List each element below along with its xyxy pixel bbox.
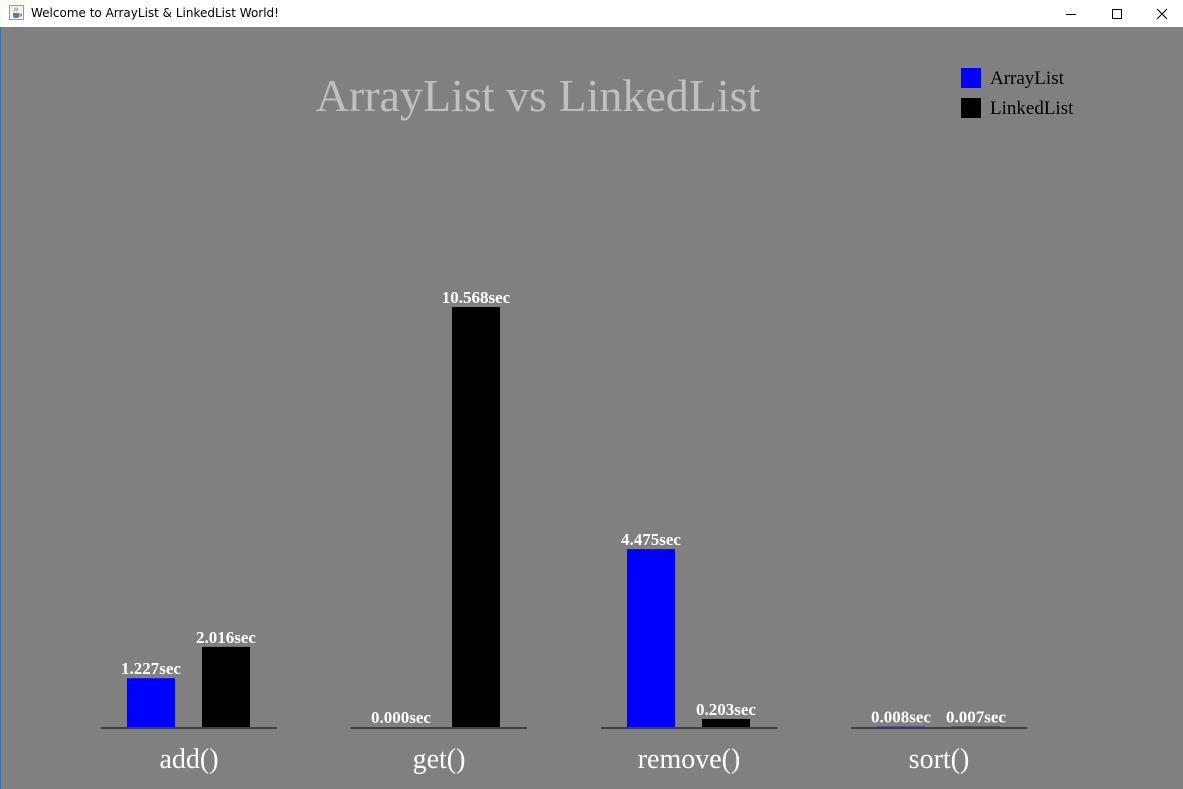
minimize-icon	[1065, 8, 1077, 20]
java-cup-icon	[9, 5, 24, 20]
maximize-button[interactable]	[1094, 0, 1140, 27]
legend-swatch-linkedlist	[961, 98, 981, 118]
category-group: 0.000sec 10.568sec get()	[351, 288, 527, 775]
bar-linkedlist	[202, 646, 250, 727]
bar-arraylist	[127, 678, 175, 727]
plot-area: 1.227sec 2.016sec add() 0.000sec 10.568sec ge…	[101, 288, 1027, 775]
category-group: 4.475sec 0.203sec remove()	[601, 530, 777, 775]
chart-panel: ArrayList vs LinkedList ArrayList LinkedL…	[0, 27, 1183, 789]
chart-title: ArrayList vs LinkedList	[316, 70, 761, 121]
legend-label: ArrayList	[990, 68, 1065, 89]
bar-linkedlist	[452, 307, 500, 727]
title-bar[interactable]: Welcome to ArrayList & LinkedList World!	[0, 0, 1183, 27]
bar-value-label: 0.000sec	[371, 708, 431, 727]
category-label: get()	[413, 744, 466, 775]
bar-value-label: 2.016sec	[196, 628, 256, 647]
bar-chart: ArrayList vs LinkedList ArrayList LinkedL…	[101, 68, 1074, 775]
window-border	[0, 27, 1, 789]
bar-arraylist	[627, 549, 675, 727]
bar-linkedlist	[702, 718, 750, 727]
category-group: 1.227sec 2.016sec add()	[101, 628, 277, 775]
legend: ArrayList LinkedList	[961, 68, 1074, 119]
bar-value-label: 1.227sec	[121, 659, 181, 678]
window-title: Welcome to ArrayList & LinkedList World!	[31, 6, 279, 20]
legend-swatch-arraylist	[961, 68, 981, 88]
maximize-icon	[1111, 8, 1123, 20]
close-icon	[1156, 8, 1168, 20]
category-label: remove()	[638, 744, 741, 775]
bar-value-label: 0.203sec	[696, 700, 756, 719]
bar-value-label: 0.007sec	[946, 708, 1006, 727]
bar-value-label: 10.568sec	[442, 288, 511, 307]
minimize-button[interactable]	[1048, 0, 1094, 27]
category-group: 0.008sec 0.007sec sort()	[851, 708, 1027, 775]
category-label: sort()	[909, 744, 970, 775]
bar-value-label: 4.475sec	[621, 530, 681, 549]
legend-label: LinkedList	[990, 98, 1074, 119]
bar-value-label: 0.008sec	[871, 708, 931, 727]
category-label: add()	[159, 744, 218, 775]
close-button[interactable]	[1139, 0, 1183, 27]
